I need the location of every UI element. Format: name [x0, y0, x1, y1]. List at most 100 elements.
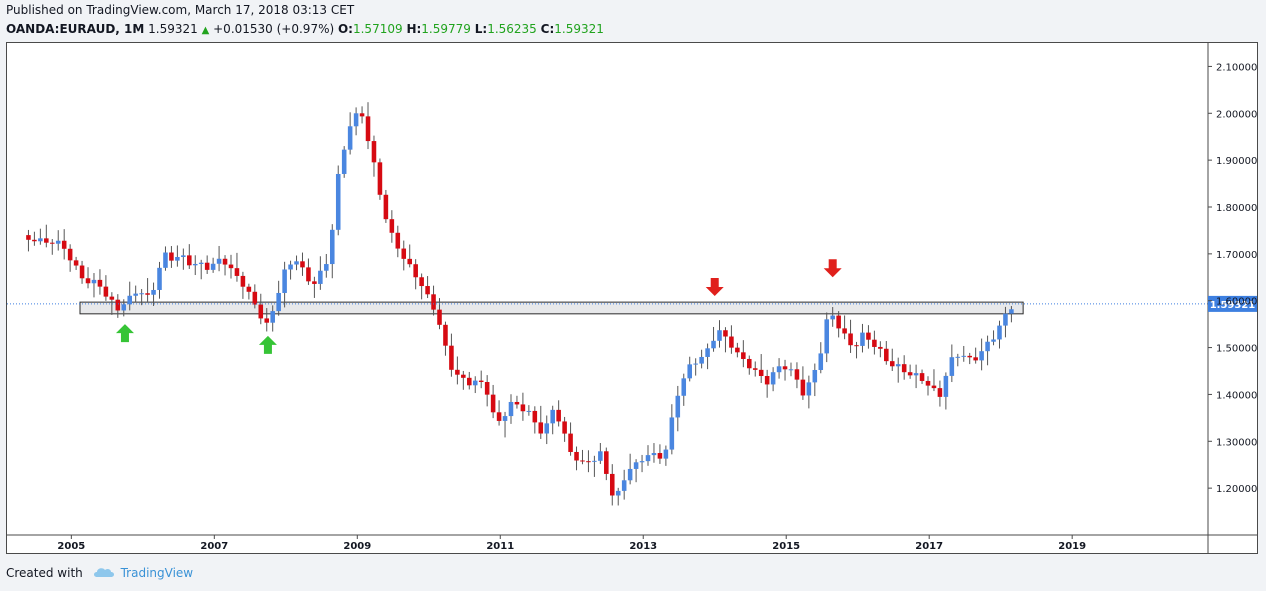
- chart-panel[interactable]: 1.59321 2.10000 2.00000 1.90000 1.80000 1.700…: [6, 42, 1258, 554]
- candle-up: [1009, 309, 1014, 314]
- candle-down: [26, 235, 31, 240]
- candle-down: [425, 286, 430, 295]
- last-price: 1.59321: [148, 22, 198, 36]
- candle-down: [496, 412, 502, 421]
- candle-down: [794, 369, 800, 380]
- candle-up: [639, 461, 645, 463]
- time-tick-label: 2009: [343, 541, 371, 552]
- candle-up: [139, 293, 144, 295]
- candle-up: [806, 382, 812, 396]
- candle-down: [449, 345, 454, 370]
- open-label: O:: [337, 22, 353, 36]
- candle-down: [872, 339, 877, 347]
- symbol-label[interactable]: OANDA:EURAUD, 1M: [6, 22, 145, 36]
- candle-down: [484, 382, 490, 395]
- candle-up: [288, 264, 293, 270]
- candle-up: [592, 460, 597, 462]
- candle-up: [776, 366, 782, 373]
- candle-down: [49, 242, 55, 244]
- candle-up: [526, 410, 532, 412]
- open-value: 1.57109: [352, 22, 403, 36]
- candle-down: [925, 380, 931, 386]
- candle-down: [264, 318, 270, 323]
- candle-down: [723, 330, 728, 337]
- price-tick-label: 2.00000: [1216, 109, 1257, 120]
- candle-up: [163, 252, 168, 268]
- candle-down: [842, 328, 847, 334]
- candle-down: [61, 240, 67, 249]
- price-tick-label: 1.50000: [1216, 344, 1257, 355]
- candle-up: [216, 258, 222, 264]
- candle-up: [175, 256, 180, 261]
- candlestick-chart[interactable]: 1.59321 2.10000 2.00000 1.90000 1.80000 1.700…: [7, 43, 1257, 553]
- candle-down: [467, 377, 472, 386]
- price-axis: 1.59321 2.10000 2.00000 1.90000 1.80000 1.700…: [1208, 62, 1257, 495]
- time-axis: 2005 2007 2009 2011 2013 2015 2017 2019: [57, 535, 1086, 552]
- close-label: C:: [540, 22, 555, 36]
- candle-up: [633, 462, 639, 469]
- candle-down: [520, 404, 526, 412]
- candle-down: [115, 299, 121, 311]
- candle-up: [687, 364, 692, 379]
- candle-up: [353, 113, 359, 127]
- high-value: 1.59779: [421, 22, 471, 36]
- candle-up: [895, 364, 901, 367]
- candle-down: [234, 268, 240, 276]
- candle-up: [544, 423, 550, 434]
- tradingview-link[interactable]: TradingView: [120, 566, 194, 580]
- candle-down: [889, 361, 895, 367]
- candle-down: [490, 394, 496, 413]
- price-tick-label: 1.30000: [1216, 437, 1257, 448]
- candle-down: [747, 358, 752, 369]
- candle-up: [961, 355, 967, 357]
- candle-up: [181, 255, 186, 257]
- time-tick-label: 2005: [57, 541, 85, 552]
- candle-down: [401, 248, 407, 259]
- candle-up: [699, 356, 704, 364]
- candle-up: [550, 409, 555, 424]
- candle-down: [431, 294, 436, 310]
- candle-up: [830, 315, 835, 320]
- candle-up: [955, 356, 961, 358]
- candle-down: [44, 238, 49, 243]
- candle-down: [389, 219, 395, 233]
- candle-up: [324, 264, 329, 271]
- candle-down: [901, 364, 907, 373]
- candle-up: [913, 373, 919, 376]
- candle-up: [55, 240, 61, 244]
- candle-down: [246, 286, 252, 292]
- candle-down: [729, 336, 734, 348]
- candle-up: [91, 279, 97, 284]
- candle-down: [854, 345, 859, 347]
- candle-down: [252, 291, 258, 305]
- tradingview-cloud-icon: [93, 566, 115, 581]
- candle-down: [187, 255, 192, 266]
- candle-down: [884, 348, 889, 362]
- time-tick-label: 2015: [772, 541, 800, 552]
- candle-up: [38, 238, 43, 242]
- candle-down: [204, 262, 210, 270]
- candle-down: [973, 357, 978, 361]
- candle-up: [276, 292, 281, 312]
- candle-down: [836, 315, 841, 329]
- candle-up: [335, 173, 341, 230]
- last-price-tag-label: 1.59321: [1210, 300, 1256, 311]
- candle-up: [127, 295, 132, 305]
- candle-up: [472, 380, 478, 386]
- resistance-arrow-icon: [823, 259, 842, 278]
- candle-up: [198, 262, 204, 264]
- price-tick-label: 1.80000: [1216, 203, 1257, 214]
- candle-up: [615, 490, 621, 496]
- candle-down: [556, 409, 561, 422]
- candle-up: [979, 351, 984, 361]
- candle-down: [79, 265, 85, 279]
- candle-up: [770, 372, 776, 385]
- candle-down: [586, 461, 591, 463]
- candle-up: [663, 449, 669, 459]
- time-tick-label: 2019: [1058, 541, 1086, 552]
- price-tick-label: 1.70000: [1216, 250, 1257, 261]
- candle-up: [991, 339, 996, 342]
- candle-down: [919, 373, 925, 381]
- time-tick-label: 2011: [486, 541, 514, 552]
- candle-up: [508, 401, 514, 417]
